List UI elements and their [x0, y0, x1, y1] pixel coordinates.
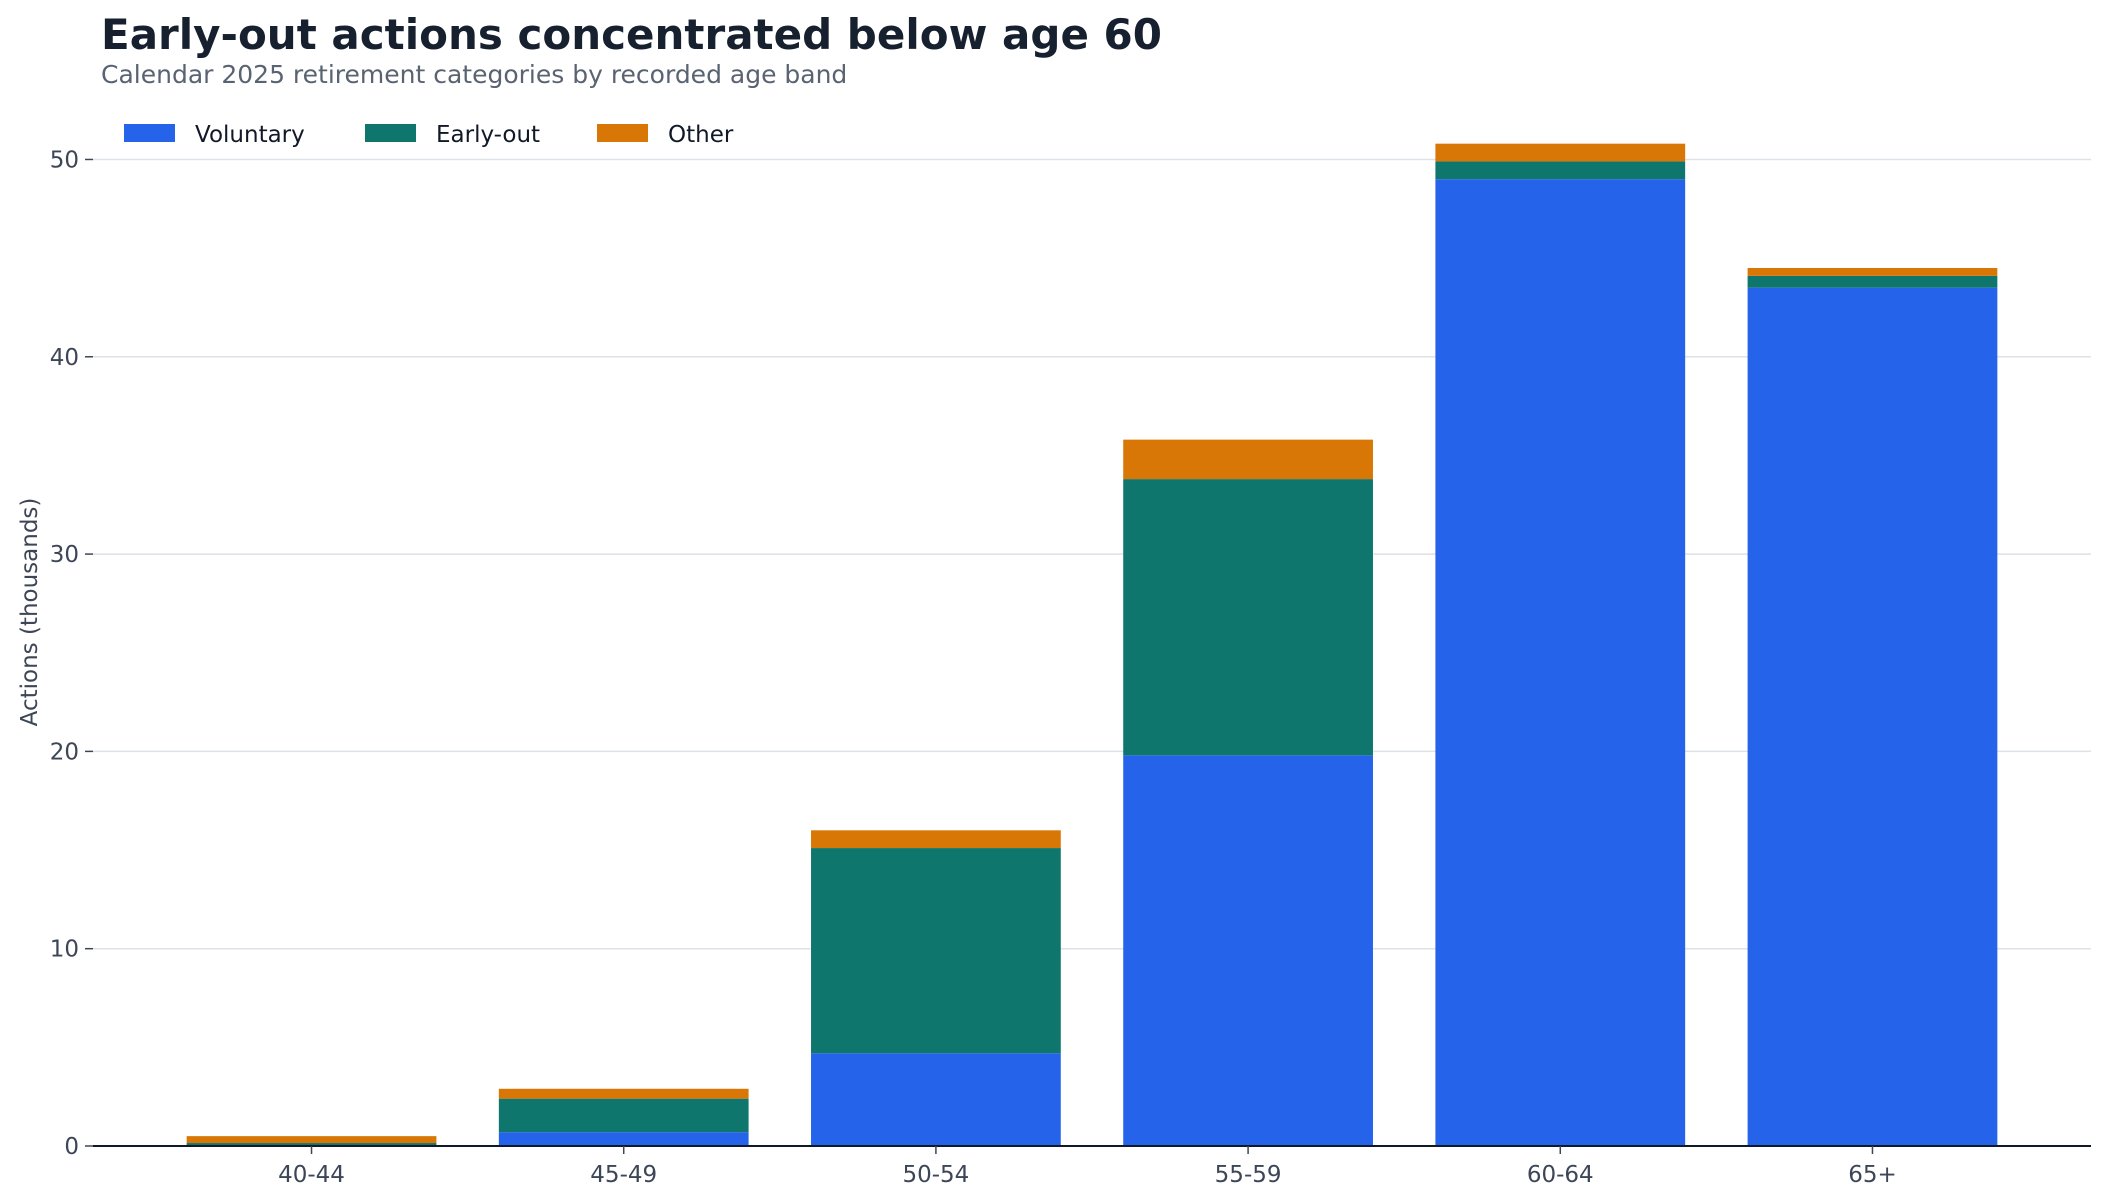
bar-other-65plus — [1747, 267, 1998, 276]
x-tick-label: 65+ — [1848, 1162, 1897, 1188]
y-tick-label: 20 — [50, 739, 79, 765]
bar-early-out-40-44 — [186, 1143, 437, 1146]
legend-label: Early-out — [436, 122, 540, 148]
legend-label: Voluntary — [195, 122, 305, 148]
legend-swatch — [597, 124, 648, 142]
bar-other-55-59 — [1123, 439, 1373, 480]
legend-item-early-out: Early-out — [365, 122, 540, 148]
y-tick-label: 30 — [50, 542, 79, 568]
bar-other-45-49 — [498, 1088, 749, 1099]
bar-early-out-60-64 — [1435, 161, 1686, 180]
bar-voluntary-55-59 — [1123, 755, 1373, 1146]
legend-swatch — [365, 124, 416, 142]
bar-other-40-44 — [186, 1136, 437, 1144]
x-tick-label: 60-64 — [1527, 1162, 1594, 1188]
y-axis: 0 10 20 30 40 50 — [50, 147, 93, 1160]
bar-early-out-65plus — [1747, 275, 1998, 288]
y-axis-title: Actions (thousands) — [17, 498, 43, 727]
bar-other-50-54 — [811, 830, 1061, 849]
y-tick-label: 10 — [50, 937, 79, 963]
bar-early-out-50-54 — [811, 848, 1061, 1054]
legend-item-other: Other — [597, 122, 734, 148]
x-tick-label: 45-49 — [590, 1162, 657, 1188]
x-tick-label: 55-59 — [1215, 1162, 1282, 1188]
legend-label: Other — [668, 122, 734, 148]
bar-early-out-55-59 — [1123, 479, 1373, 756]
bar-voluntary-65plus — [1747, 287, 1998, 1146]
bar-voluntary-45-49 — [498, 1132, 749, 1146]
x-tick-label: 40-44 — [278, 1162, 345, 1188]
bar-voluntary-60-64 — [1435, 179, 1686, 1146]
legend-item-voluntary: Voluntary — [124, 122, 305, 148]
legend: Voluntary Early-out Other — [124, 122, 734, 148]
legend-swatch — [124, 124, 175, 142]
chart-subtitle: Calendar 2025 retirement categories by r… — [101, 60, 848, 89]
bar-other-60-64 — [1435, 143, 1686, 162]
y-tick-label: 0 — [64, 1134, 79, 1160]
bars — [186, 143, 1998, 1146]
y-tick-label: 50 — [50, 147, 79, 173]
chart-title: Early-out actions concentrated below age… — [101, 10, 1162, 59]
bar-voluntary-50-54 — [811, 1053, 1061, 1146]
x-tick-label: 50-54 — [902, 1162, 969, 1188]
y-tick-label: 40 — [50, 345, 79, 371]
x-axis: 40-44 45-49 50-54 55-59 60-64 65+ — [278, 1146, 1897, 1188]
bar-early-out-45-49 — [498, 1098, 749, 1133]
